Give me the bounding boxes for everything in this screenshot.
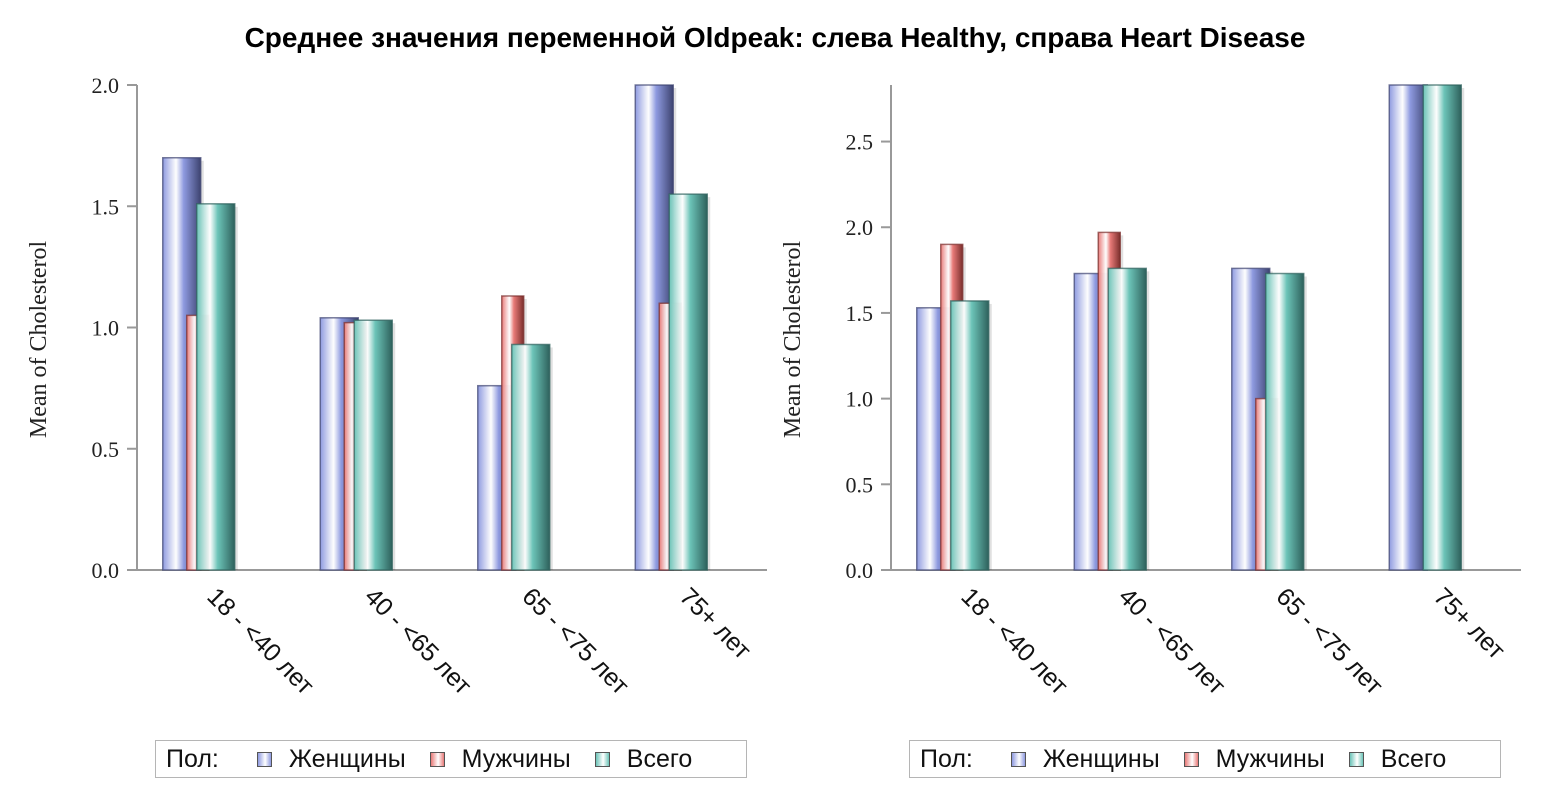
x-tick-label: 65 - <75 лет xyxy=(1271,582,1389,700)
y-tick-label: 0.5 xyxy=(92,437,120,462)
x-tick-label: 40 - <65 лет xyxy=(359,582,477,700)
y-tick-label: 0.0 xyxy=(92,558,120,583)
y-axis-label: Mean of Cholesterol xyxy=(780,241,806,439)
legend-label-men: Мужчины xyxy=(1215,744,1325,773)
legend-swatch-men xyxy=(1183,751,1199,767)
bar-total-1 xyxy=(1107,267,1147,571)
bar-total-0 xyxy=(950,300,990,571)
legend-swatch-total xyxy=(1348,751,1364,767)
x-tick-label: 65 - <75 лет xyxy=(517,582,635,700)
chart-right-panel: 0.0 0.5 1.0 1.5 2.0 2.5 Mean of Cholesterol 18 … xyxy=(780,84,1521,701)
y-tick-label: 1.0 xyxy=(846,387,874,412)
legend-right: Пол: Женщины Мужчины Всего xyxy=(909,740,1501,778)
bar-total-2 xyxy=(511,343,551,571)
legend-item-women: Женщины xyxy=(256,744,406,774)
x-tick-label: 40 - <65 лет xyxy=(1113,582,1231,700)
y-tick-label: 2.0 xyxy=(846,215,874,240)
x-tick-label: 18 - <40 лет xyxy=(956,582,1074,700)
y-tick-label: 1.5 xyxy=(846,301,874,326)
x-tick-label: 75+ лет xyxy=(674,582,757,665)
y-tick-label: 0.0 xyxy=(846,558,874,583)
legend-label-total: Всего xyxy=(1380,744,1447,773)
y-axis-label: Mean of Cholesterol xyxy=(26,241,52,439)
legend-item-men: Мужчины xyxy=(429,744,571,774)
legend-label-women: Женщины xyxy=(288,744,406,773)
bar-total-2 xyxy=(1265,272,1305,571)
legend-title: Пол: xyxy=(920,744,973,773)
legend-item-total: Всего xyxy=(1348,744,1447,774)
x-tick-label: 75+ лет xyxy=(1428,582,1511,665)
legend-left: Пол: Женщины Мужчины Всего xyxy=(155,740,747,778)
legend-label-women: Женщины xyxy=(1042,744,1160,773)
legend-label-total: Всего xyxy=(626,744,693,773)
legend-label-men: Мужчины xyxy=(461,744,571,773)
bar-women-3 xyxy=(1388,84,1428,571)
legend-title: Пол: xyxy=(166,744,219,773)
legend-swatch-women xyxy=(1010,751,1026,767)
legend-swatch-total xyxy=(594,751,610,767)
y-tick-label: 2.5 xyxy=(846,130,874,155)
bar-total-0 xyxy=(196,203,236,571)
y-tick-label: 2.0 xyxy=(92,73,120,98)
x-tick-label: 18 - <40 лет xyxy=(202,582,320,700)
y-tick-label: 0.5 xyxy=(846,472,874,497)
y-tick-label: 1.5 xyxy=(92,194,120,219)
chart-title: Среднее значения переменной Oldpeak: сле… xyxy=(244,22,1306,53)
y-tick-label: 1.0 xyxy=(92,316,120,341)
bar-total-3 xyxy=(668,193,708,571)
bar-total-1 xyxy=(353,319,393,571)
legend-item-total: Всего xyxy=(594,744,693,774)
legend-swatch-men xyxy=(429,751,445,767)
bar-total-3 xyxy=(1422,84,1462,571)
chart-left-panel: 0.0 0.5 1.0 1.5 2.0 Mean of Cholesterol 18 - <… xyxy=(26,73,767,701)
legend-swatch-women xyxy=(256,751,272,767)
legend-item-women: Женщины xyxy=(1010,744,1160,774)
legend-item-men: Мужчины xyxy=(1183,744,1325,774)
